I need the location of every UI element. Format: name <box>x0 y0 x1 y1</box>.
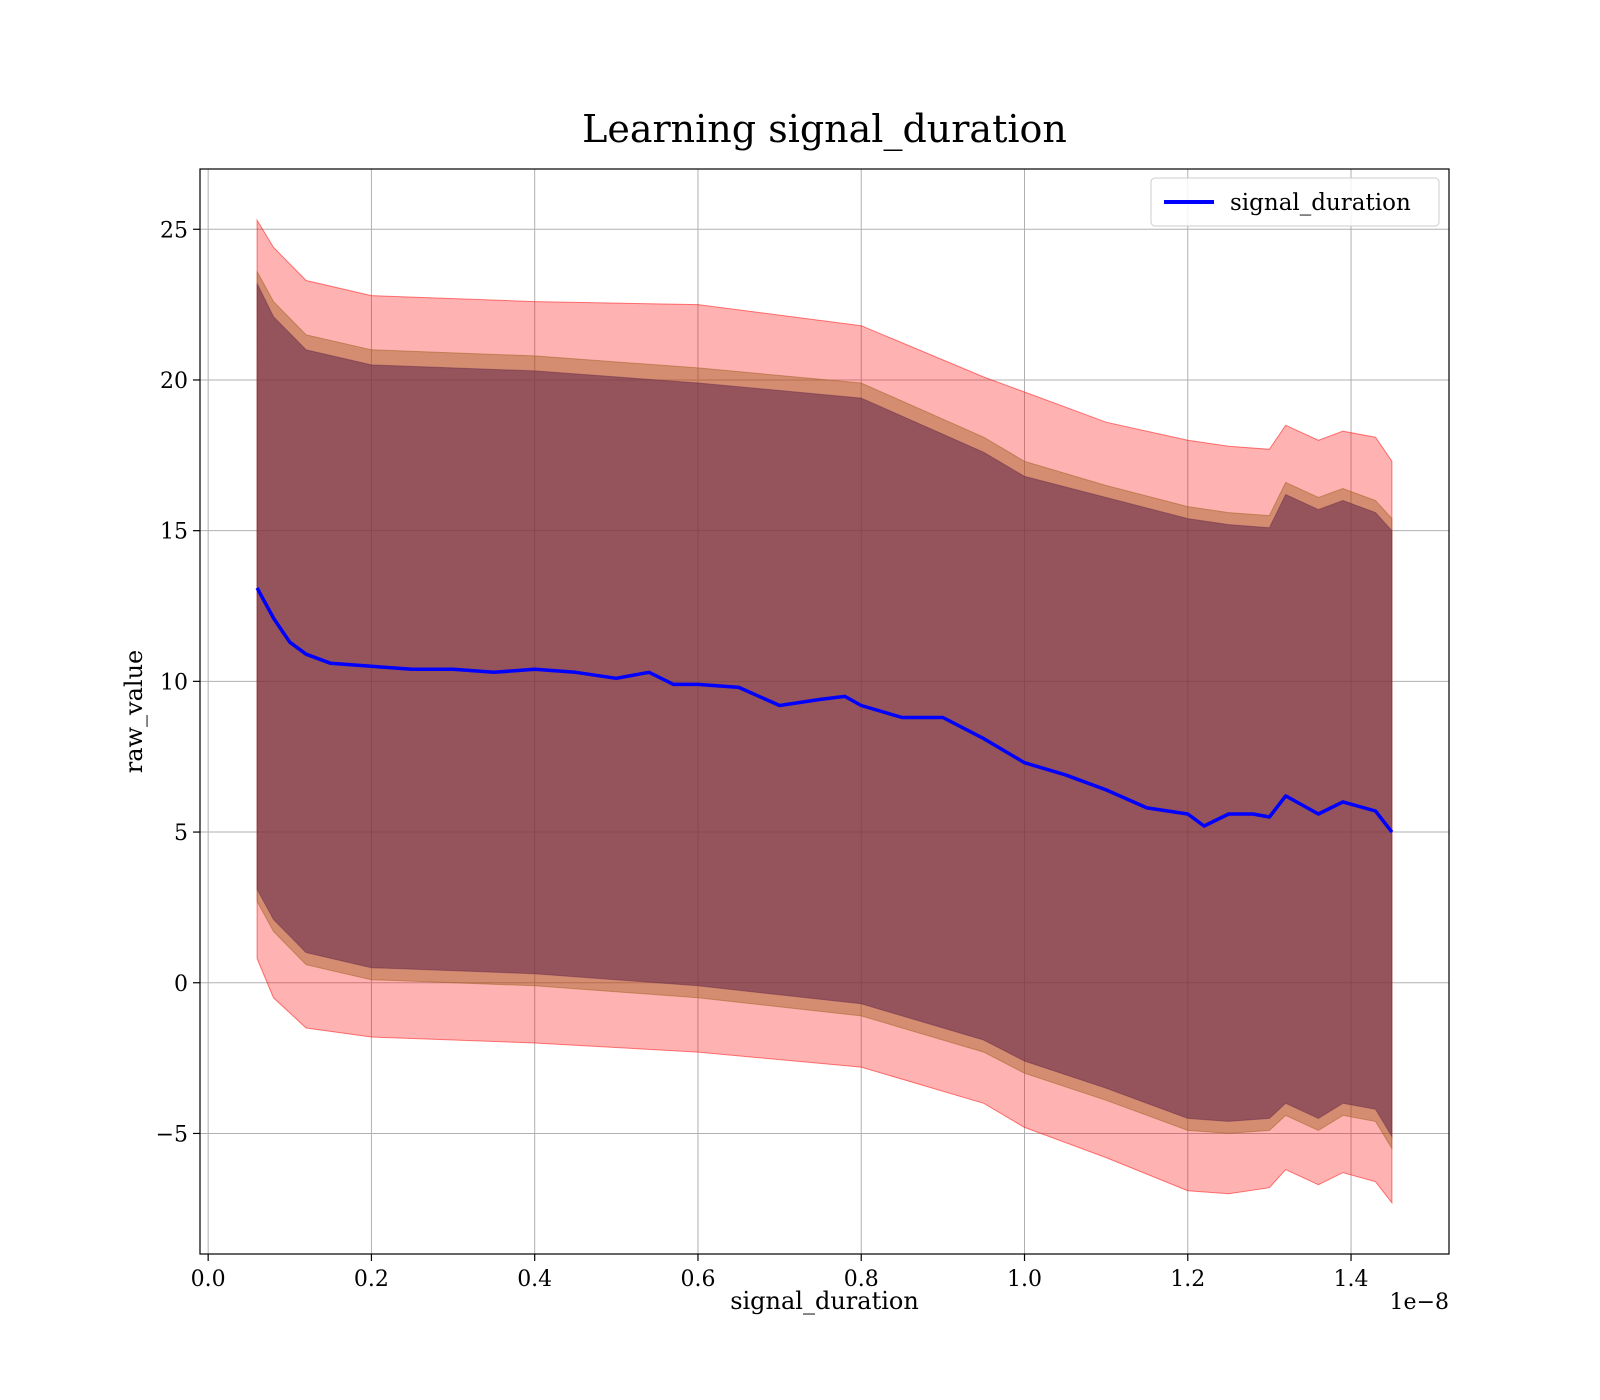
x-axis-offset-label: 1e−8 <box>1390 1290 1449 1315</box>
confidence-bands <box>256 218 1393 1205</box>
y-tick-label: 15 <box>160 520 188 545</box>
series-lines <box>255 587 1394 834</box>
x-tick-label: 0.6 <box>680 1267 715 1292</box>
band-inner <box>256 283 1393 1139</box>
legend: signal_duration <box>1150 177 1440 227</box>
x-axis: 0.0 0.2 0.4 0.6 0.8 1.0 1.2 1.4 <box>191 1254 1369 1292</box>
x-tick-label: 1.4 <box>1334 1267 1369 1292</box>
y-tick-label: −5 <box>156 1122 188 1147</box>
y-tick-label: 20 <box>160 369 188 394</box>
chart-title: Learning signal_duration <box>582 107 1067 152</box>
x-tick-label: 0.0 <box>191 1267 226 1292</box>
x-axis-label: signal_duration <box>730 1287 919 1315</box>
y-tick-label: 25 <box>160 218 188 243</box>
y-axis-label: raw_value <box>120 650 148 774</box>
x-tick-label: 0.4 <box>517 1267 552 1292</box>
legend-label: signal_duration <box>1230 190 1411 216</box>
legend-box <box>1150 177 1440 227</box>
y-axis: −5 0 5 10 15 20 25 <box>156 218 200 1147</box>
series-line-signal-duration <box>255 587 1394 834</box>
plot-frame <box>199 168 1450 1255</box>
x-tick-label: 0.2 <box>354 1267 389 1292</box>
x-tick-label: 0.8 <box>844 1267 879 1292</box>
x-tick-label: 1.2 <box>1170 1267 1205 1292</box>
y-tick-label: 0 <box>174 972 188 997</box>
y-tick-label: 5 <box>174 821 188 846</box>
y-tick-label: 10 <box>160 670 188 695</box>
x-tick-label: 1.0 <box>1007 1267 1042 1292</box>
